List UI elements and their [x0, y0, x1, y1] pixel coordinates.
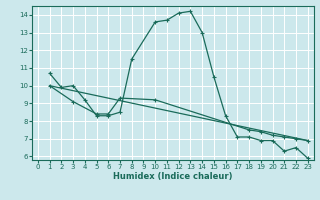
X-axis label: Humidex (Indice chaleur): Humidex (Indice chaleur) [113, 172, 233, 181]
